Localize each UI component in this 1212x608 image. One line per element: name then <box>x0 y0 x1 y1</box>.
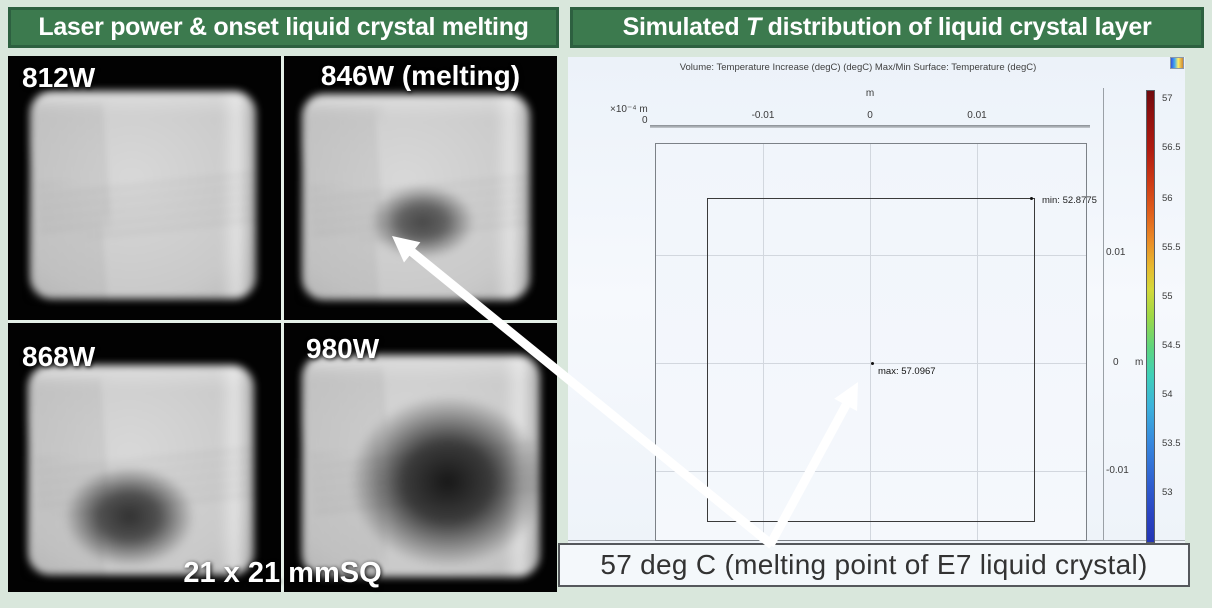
colorbar-tick: 56.5 <box>1162 142 1181 153</box>
y-tick-001: 0.01 <box>1106 247 1126 258</box>
temperature-heatmap <box>707 198 1035 522</box>
x-tick-zero: 0 <box>867 110 873 121</box>
sample-image <box>28 365 256 575</box>
temperature-colorbar <box>1146 90 1155 543</box>
left-panel-title: Laser power & onset liquid crystal melti… <box>8 7 559 48</box>
right-title-symbol-T: T <box>746 13 762 41</box>
max-marker-dot <box>871 362 874 365</box>
experiment-image-grid: 812W 846W (melting) 868W 980W <box>8 56 557 592</box>
melt-spot <box>349 394 545 569</box>
scale-label: 21 x 21 mmSQ <box>183 557 382 589</box>
colorbar-tick: 55 <box>1162 291 1173 302</box>
comsol-simulation-panel: Volume: Temperature Increase (degC) (deg… <box>568 57 1185 543</box>
colorbar-tick: 53.5 <box>1162 438 1181 449</box>
sample-image <box>302 94 532 300</box>
gridline <box>656 471 1086 472</box>
y-tick-zero: 0 <box>1113 357 1119 368</box>
right-axis-ruler <box>1103 88 1104 540</box>
texture-streaks <box>302 106 380 300</box>
plot-frame: min: 52.8775 max: 57.0967 <box>655 143 1097 541</box>
sample-image <box>30 91 258 299</box>
y-axis-unit: m <box>1135 357 1144 368</box>
sample-image <box>302 355 545 577</box>
micrograph-868w: 868W <box>8 323 281 592</box>
right-title-prefix: Simulated <box>622 13 747 41</box>
colorbar-tick: 56 <box>1162 193 1173 204</box>
power-label-846w: 846W (melting) <box>320 60 521 91</box>
melt-spot <box>370 184 476 259</box>
axis-scale-factor: ×10⁻⁴ m <box>610 104 648 115</box>
colorbar-tick: 55.5 <box>1162 242 1181 253</box>
axis-scale-zero: 0 <box>642 115 648 126</box>
max-temperature-label: max: 57.0967 <box>878 366 936 377</box>
x-tick-neg001: -0.01 <box>751 110 775 121</box>
colorbar-tick: 54 <box>1162 389 1173 400</box>
gridline <box>656 255 1086 256</box>
plot-title: Volume: Temperature Increase (degC) (deg… <box>679 62 1037 73</box>
micrograph-812w: 812W <box>8 56 281 320</box>
top-axis-ruler <box>650 125 1090 128</box>
min-temperature-label: min: 52.8775 <box>1042 195 1097 206</box>
x-axis-unit: m <box>865 88 875 99</box>
colorbar-tick: 53 <box>1162 487 1173 498</box>
melting-point-callout: 57 deg C (melting point of E7 liquid cry… <box>558 543 1190 587</box>
power-label-980w: 980W <box>306 333 380 364</box>
colorbar-tick: 57 <box>1162 93 1173 104</box>
colorbar-mini-icon <box>1170 57 1184 69</box>
grid-divider-horizontal <box>8 320 557 323</box>
power-label-812w: 812W <box>22 62 96 93</box>
y-tick-neg001: -0.01 <box>1106 465 1129 476</box>
micrograph-980w: 980W <box>284 323 557 592</box>
right-panel-title: Simulated T distribution of liquid cryst… <box>570 7 1204 48</box>
melt-spot <box>64 465 196 567</box>
grid-divider-vertical <box>281 56 284 592</box>
min-marker-dot <box>1030 197 1033 200</box>
gridline <box>977 144 978 540</box>
micrograph-846w-melting: 846W (melting) <box>284 56 557 320</box>
x-tick-001: 0.01 <box>967 110 987 121</box>
power-label-868w: 868W <box>22 341 96 372</box>
colorbar-tick: 54.5 <box>1162 340 1181 351</box>
right-title-suffix: distribution of liquid crystal layer <box>761 13 1152 41</box>
texture-streaks <box>30 103 107 299</box>
gridline <box>870 144 871 540</box>
